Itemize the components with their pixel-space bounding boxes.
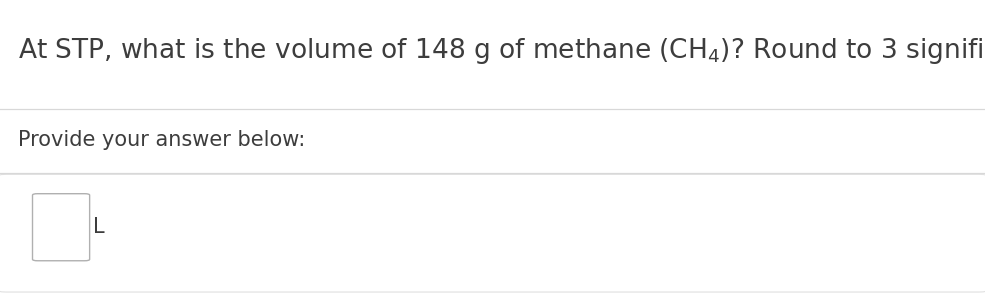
Text: At STP, what is the volume of 148 g of methane $\mathregular{(CH_4)}$? Round to : At STP, what is the volume of 148 g of m… <box>18 36 985 66</box>
Text: Provide your answer below:: Provide your answer below: <box>18 130 305 150</box>
Text: L: L <box>93 217 104 237</box>
